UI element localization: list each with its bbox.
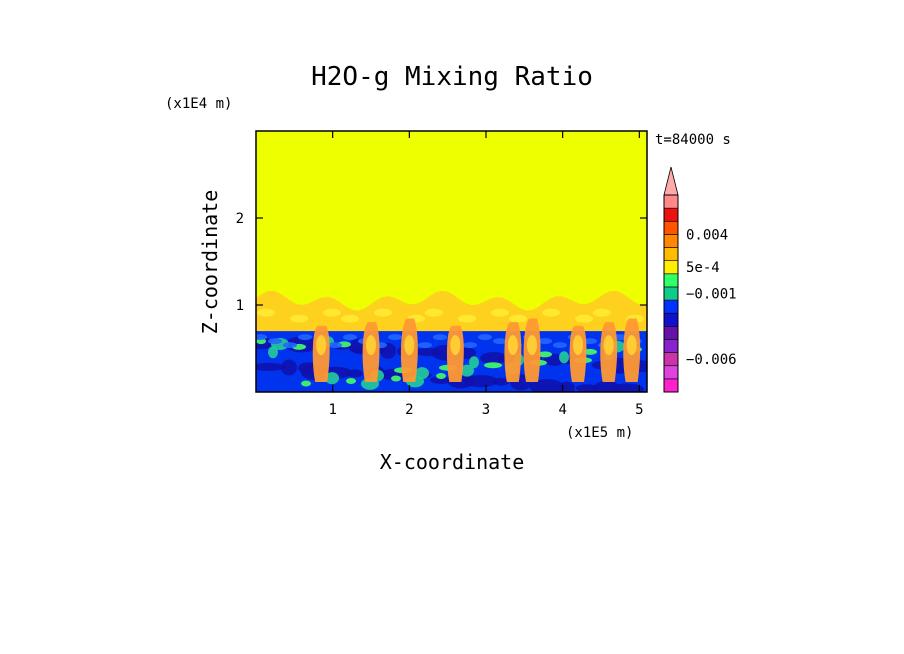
z-tick-label: 1: [236, 298, 244, 314]
moist-patch: [436, 373, 446, 379]
dark-patch: [593, 380, 621, 392]
colorbar-swatch: [663, 326, 679, 340]
transition-patch: [425, 308, 443, 317]
dark-patch: [530, 379, 564, 392]
colorbar-swatch: [663, 339, 679, 353]
transition-patch: [374, 308, 392, 317]
moist-patch: [268, 346, 278, 359]
x-axis-label: X-coordinate: [380, 450, 525, 474]
transition-patch: [257, 308, 275, 317]
plume-core: [404, 335, 415, 356]
x-tick-label: 5: [635, 402, 643, 418]
x-multiplier-label: (x1E5 m): [566, 425, 633, 441]
dark-patch: [576, 384, 598, 392]
x-axis-ticks: 1 2 3 4 5: [328, 131, 644, 418]
edge-patch: [553, 342, 567, 349]
contour-field: [256, 131, 647, 392]
x-tick-label: 4: [558, 402, 566, 418]
colorbar-swatch: [663, 260, 679, 275]
moist-patch: [559, 351, 569, 364]
dark-patch: [281, 359, 297, 376]
moist-patch: [583, 348, 597, 355]
transition-patch: [593, 308, 611, 317]
dark-patch: [414, 348, 442, 357]
transition-patch: [458, 314, 476, 323]
colorbar-swatch: [663, 207, 679, 222]
edge-patch: [298, 334, 312, 341]
plume-core: [450, 335, 461, 356]
x-tick-label: 2: [405, 402, 413, 418]
transition-patch: [542, 308, 560, 317]
colorbar-labels: 0.004 5e-4 −0.001 −0.006: [686, 227, 737, 368]
transition-patch: [290, 314, 308, 323]
colorbar-swatch: [663, 273, 679, 288]
edge-patch: [256, 334, 267, 341]
plume-core: [316, 335, 327, 356]
z-axis-ticks: 12: [236, 211, 647, 314]
plume-core: [366, 335, 376, 356]
colorbar: [663, 166, 679, 393]
x-tick-label: 1: [328, 402, 336, 418]
transition-patch: [491, 308, 509, 317]
moist-patch: [484, 362, 502, 369]
moist-patch: [469, 356, 479, 369]
colorbar-swatch: [663, 352, 679, 367]
dark-patch: [480, 352, 508, 364]
colorbar-swatch: [663, 286, 679, 301]
plume-core: [603, 335, 614, 356]
x-tick-label: 3: [482, 402, 490, 418]
colorbar-swatch: [663, 378, 679, 393]
edge-patch: [418, 342, 432, 349]
transition-patch: [341, 314, 359, 323]
edge-patch: [463, 342, 477, 349]
colorbar-label: −0.006: [686, 352, 737, 368]
plume-core: [507, 335, 518, 356]
edge-patch: [343, 334, 357, 341]
z-axis-label: Z-coordinate: [198, 190, 222, 335]
colorbar-arrow: [663, 166, 679, 196]
edge-patch: [268, 338, 282, 345]
transition-patch: [323, 308, 341, 317]
dark-patch: [256, 362, 286, 371]
chart-title: H2O-g Mixing Ratio: [311, 62, 593, 92]
edge-patch: [493, 338, 507, 345]
edge-patch: [388, 334, 402, 341]
transition-patch: [575, 314, 593, 323]
colorbar-swatch: [663, 365, 679, 380]
z-tick-label: 2: [236, 211, 244, 227]
edge-patch: [328, 342, 342, 349]
edge-patch: [478, 334, 492, 341]
plume-core: [573, 335, 583, 356]
colorbar-frame: [663, 194, 679, 393]
edge-patch: [433, 334, 447, 341]
moist-patch: [460, 364, 474, 377]
moist-patch: [301, 380, 311, 387]
edge-patch: [538, 338, 552, 345]
transition-patch: [509, 314, 527, 323]
moist-patch: [346, 378, 356, 384]
colorbar-swatch: [663, 247, 679, 261]
colorbar-swatch: [663, 234, 679, 248]
plume-core: [626, 335, 637, 356]
colorbar-swatch: [663, 299, 679, 314]
colorbar-swatch: [663, 312, 679, 327]
moist-patch: [391, 375, 401, 382]
plot-frame: [255, 130, 648, 393]
edge-patch: [283, 342, 297, 349]
plume-core: [527, 335, 537, 356]
moist-patch: [538, 351, 552, 358]
dark-patch: [430, 375, 452, 384]
z-multiplier-label: (x1E4 m): [165, 96, 232, 112]
colorbar-label: 0.004: [686, 227, 728, 243]
colorbar-swatch: [663, 220, 679, 235]
colorbar-swatch: [663, 194, 679, 209]
moist-patch: [325, 372, 339, 385]
colorbar-label: 5e-4: [686, 260, 720, 276]
time-label: t=84000 s: [655, 132, 731, 148]
colorbar-label: −0.001: [686, 287, 737, 303]
edge-patch: [583, 338, 597, 345]
